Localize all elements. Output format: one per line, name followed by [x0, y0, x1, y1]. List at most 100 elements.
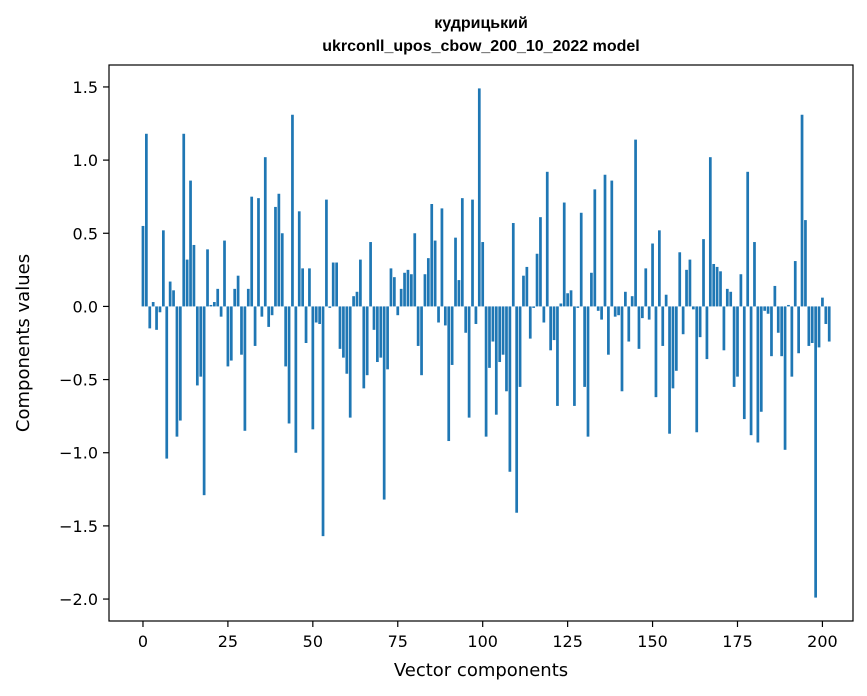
bar-50	[311, 306, 315, 430]
bar-121	[552, 306, 556, 341]
bar-123	[559, 303, 563, 307]
bar-18	[202, 306, 206, 496]
bar-147	[641, 306, 644, 319]
bar-165	[702, 239, 705, 307]
x-axis-ticks: 0 25 50 75 100 125 150 175 200	[138, 621, 838, 651]
bar-61	[348, 306, 352, 418]
bar-48	[304, 306, 308, 343]
y-tick-label: −2.0	[59, 590, 98, 609]
bar-158	[678, 252, 682, 307]
bar-4	[155, 306, 158, 330]
bar-111	[518, 306, 522, 387]
bar-107	[505, 306, 508, 392]
bar-142	[624, 291, 627, 307]
bar-28	[236, 275, 240, 307]
bar-176	[739, 274, 743, 307]
bar-36	[263, 157, 267, 307]
bar-200	[821, 297, 824, 307]
bar-90	[447, 306, 451, 442]
bar-13	[185, 259, 189, 307]
bar-166	[705, 306, 709, 360]
bar-34	[257, 198, 260, 307]
bar-74	[393, 277, 396, 307]
bar-15	[192, 244, 196, 307]
bar-197	[810, 306, 814, 343]
bar-101	[484, 306, 488, 437]
bar-105	[498, 306, 502, 363]
bar-99	[477, 88, 481, 307]
bar-139	[613, 306, 617, 317]
bar-32	[250, 196, 254, 307]
bar-178	[746, 171, 750, 307]
bar-198	[814, 306, 817, 598]
bar-10	[175, 306, 179, 437]
bar-46	[297, 211, 301, 307]
bar-76	[399, 288, 403, 307]
bar-199	[817, 306, 821, 348]
bar-169	[715, 266, 719, 307]
bar-23	[219, 306, 223, 317]
bar-109	[511, 223, 515, 307]
bar-135	[600, 306, 603, 320]
bar-17	[199, 306, 203, 377]
bar-42	[284, 306, 288, 367]
bar-60	[345, 306, 349, 374]
bar-29	[240, 306, 243, 355]
bar-102	[488, 306, 491, 368]
bar-143	[627, 306, 631, 342]
bar-33	[253, 306, 257, 346]
bar-152	[658, 230, 661, 307]
bar-188	[780, 306, 784, 357]
bar-57	[335, 262, 338, 307]
bar-124	[562, 202, 566, 307]
y-tick-label: 0.0	[73, 297, 98, 316]
bar-140	[617, 306, 620, 316]
bar-115	[532, 306, 536, 308]
bar-70	[379, 306, 383, 358]
bar-168	[712, 263, 716, 307]
chart-subtitle: ukrconll_upos_cbow_200_10_2022 model	[322, 38, 639, 55]
bar-117	[539, 217, 542, 307]
x-tick-label: 75	[388, 632, 408, 651]
bar-201	[824, 306, 828, 324]
bar-154	[664, 294, 668, 307]
bar-104	[494, 306, 498, 415]
bar-191	[790, 306, 794, 377]
bar-81	[416, 306, 420, 346]
bar-21	[212, 302, 216, 307]
bar-87	[437, 306, 440, 323]
y-tick-label: 1.5	[73, 78, 98, 97]
bar-27	[233, 288, 237, 307]
y-tick-label: 0.5	[73, 224, 98, 243]
x-tick-label: 25	[218, 632, 238, 651]
bar-127	[573, 306, 576, 406]
bar-19	[206, 249, 209, 307]
bar-100	[481, 242, 485, 307]
bar-69	[376, 306, 379, 363]
bar-175	[736, 306, 739, 377]
bar-181	[756, 306, 760, 443]
bar-161	[688, 259, 692, 307]
bar-11	[178, 306, 182, 421]
bar-177	[742, 306, 746, 420]
bar-187	[776, 306, 780, 333]
bar-163	[695, 306, 699, 433]
bar-116	[535, 253, 539, 307]
bar-129	[579, 212, 583, 307]
bar-26	[229, 306, 233, 361]
bar-88	[440, 208, 444, 307]
bar-137	[607, 306, 610, 355]
bar-173	[729, 291, 733, 307]
bar-64	[359, 259, 362, 307]
bar-141	[620, 306, 624, 392]
x-tick-label: 125	[552, 632, 583, 651]
plot-frame	[108, 64, 854, 622]
bar-151	[654, 306, 658, 398]
x-tick-label: 150	[637, 632, 668, 651]
x-axis-label: Vector components	[394, 660, 568, 681]
bar-193	[797, 306, 800, 354]
bar-6	[162, 230, 165, 307]
bar-22	[216, 288, 220, 307]
bar-91	[450, 306, 454, 365]
chart-title: кудрицький	[434, 15, 528, 32]
